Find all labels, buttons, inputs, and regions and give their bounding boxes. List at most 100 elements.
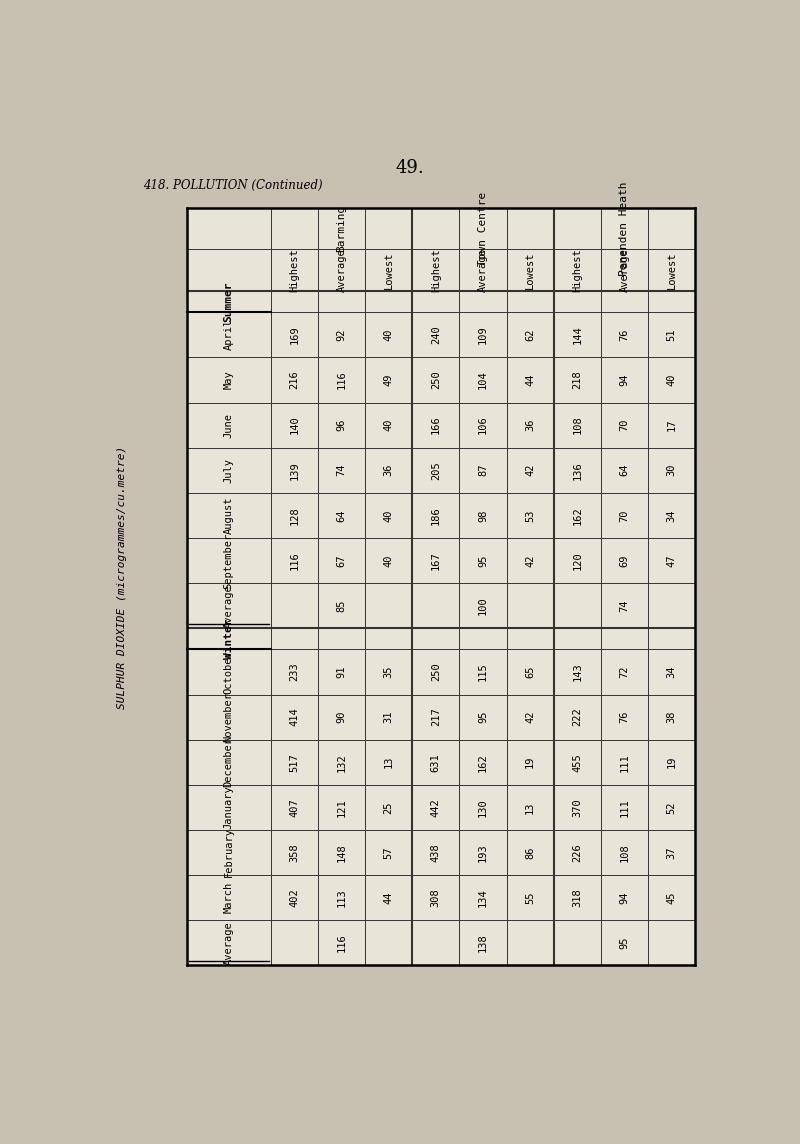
Text: 233: 233 xyxy=(290,662,299,682)
Text: 67: 67 xyxy=(337,554,346,566)
Text: 57: 57 xyxy=(384,847,394,859)
Text: 36: 36 xyxy=(384,464,394,477)
Text: 34: 34 xyxy=(666,666,677,678)
Text: 438: 438 xyxy=(430,843,441,861)
Text: Highest: Highest xyxy=(290,248,299,292)
Text: 25: 25 xyxy=(384,801,394,813)
Text: 226: 226 xyxy=(572,843,582,861)
Text: Penenden Heath: Penenden Heath xyxy=(619,182,630,276)
Text: 113: 113 xyxy=(337,888,346,907)
Text: 44: 44 xyxy=(384,891,394,904)
Text: 31: 31 xyxy=(384,710,394,723)
Text: Average: Average xyxy=(478,248,488,292)
Text: 98: 98 xyxy=(478,509,488,522)
Text: 205: 205 xyxy=(430,461,441,479)
Text: 140: 140 xyxy=(290,415,299,435)
Text: 106: 106 xyxy=(478,415,488,435)
Text: 138: 138 xyxy=(478,934,488,952)
Text: August: August xyxy=(224,496,234,534)
Text: May: May xyxy=(224,371,234,389)
Text: 13: 13 xyxy=(384,756,394,769)
Text: 308: 308 xyxy=(430,888,441,907)
Text: 111: 111 xyxy=(619,753,630,771)
Text: 44: 44 xyxy=(525,374,535,387)
Text: 134: 134 xyxy=(478,888,488,907)
Text: 116: 116 xyxy=(337,934,346,952)
Text: 217: 217 xyxy=(430,708,441,726)
Text: 455: 455 xyxy=(572,753,582,771)
Text: 94: 94 xyxy=(619,374,630,387)
Text: 40: 40 xyxy=(666,374,677,387)
Text: 49: 49 xyxy=(384,374,394,387)
Text: Lowest: Lowest xyxy=(525,252,535,289)
Text: 95: 95 xyxy=(478,710,488,723)
Text: 19: 19 xyxy=(525,756,535,769)
Text: 132: 132 xyxy=(337,753,346,771)
Text: 51: 51 xyxy=(666,328,677,341)
Text: 108: 108 xyxy=(572,415,582,435)
Text: 85: 85 xyxy=(337,599,346,612)
Text: 407: 407 xyxy=(290,799,299,817)
Text: 111: 111 xyxy=(619,799,630,817)
Text: 94: 94 xyxy=(619,891,630,904)
Text: March: March xyxy=(224,882,234,913)
Text: 358: 358 xyxy=(290,843,299,861)
Text: 35: 35 xyxy=(384,666,394,678)
Text: January: January xyxy=(224,786,234,829)
Text: 414: 414 xyxy=(290,708,299,726)
Text: 402: 402 xyxy=(290,888,299,907)
Text: February: February xyxy=(224,827,234,877)
Text: 47: 47 xyxy=(666,554,677,566)
Text: 49.: 49. xyxy=(396,159,424,177)
Text: 318: 318 xyxy=(572,888,582,907)
Text: 108: 108 xyxy=(619,843,630,861)
Text: 128: 128 xyxy=(290,506,299,525)
Text: Lowest: Lowest xyxy=(384,252,394,289)
Text: 34: 34 xyxy=(666,509,677,522)
Text: Town Centre: Town Centre xyxy=(478,191,488,265)
Text: 55: 55 xyxy=(525,891,535,904)
Text: 72: 72 xyxy=(619,666,630,678)
Text: 370: 370 xyxy=(572,799,582,817)
Text: 418. POLLUTION (Continued): 418. POLLUTION (Continued) xyxy=(143,178,323,192)
Text: 86: 86 xyxy=(525,847,535,859)
Text: 91: 91 xyxy=(337,666,346,678)
Text: 38: 38 xyxy=(666,710,677,723)
Text: 104: 104 xyxy=(478,371,488,389)
Text: 45: 45 xyxy=(666,891,677,904)
Text: 116: 116 xyxy=(337,371,346,389)
Text: 218: 218 xyxy=(572,371,582,389)
Text: 95: 95 xyxy=(619,937,630,950)
Text: 442: 442 xyxy=(430,799,441,817)
Text: 144: 144 xyxy=(572,326,582,344)
Text: 87: 87 xyxy=(478,464,488,477)
Text: 250: 250 xyxy=(430,662,441,682)
Text: 40: 40 xyxy=(384,554,394,566)
Text: 42: 42 xyxy=(525,710,535,723)
Text: 92: 92 xyxy=(337,328,346,341)
Text: 76: 76 xyxy=(619,328,630,341)
Text: 40: 40 xyxy=(384,509,394,522)
Text: 115: 115 xyxy=(478,662,488,682)
Text: 64: 64 xyxy=(337,509,346,522)
Text: 30: 30 xyxy=(666,464,677,477)
Text: 76: 76 xyxy=(619,710,630,723)
Text: 52: 52 xyxy=(666,801,677,813)
Text: 40: 40 xyxy=(384,419,394,431)
Text: 69: 69 xyxy=(619,554,630,566)
Text: 116: 116 xyxy=(290,551,299,570)
Text: 62: 62 xyxy=(525,328,535,341)
Text: 19: 19 xyxy=(666,756,677,769)
Text: 65: 65 xyxy=(525,666,535,678)
Text: September: September xyxy=(224,532,234,589)
Text: Winter: Winter xyxy=(224,619,234,659)
Text: 74: 74 xyxy=(619,599,630,612)
Text: 64: 64 xyxy=(619,464,630,477)
Text: 517: 517 xyxy=(290,753,299,771)
Text: 42: 42 xyxy=(525,464,535,477)
Text: December: December xyxy=(224,737,234,787)
Text: 37: 37 xyxy=(666,847,677,859)
Text: Average: Average xyxy=(224,583,234,628)
Text: 162: 162 xyxy=(572,506,582,525)
Text: 36: 36 xyxy=(525,419,535,431)
